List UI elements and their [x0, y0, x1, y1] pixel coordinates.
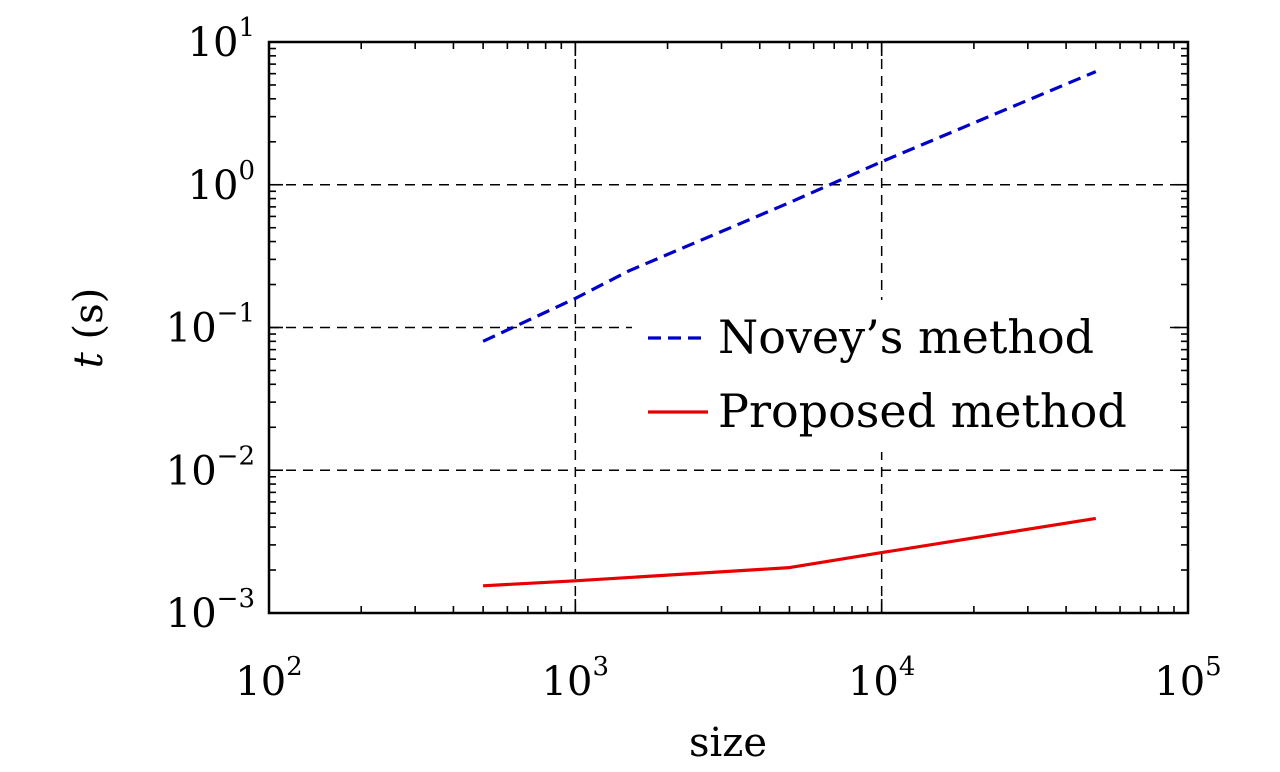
x-tick-labels: 102 103 104 105	[235, 652, 1221, 705]
legend-label-1: Novey’s method	[718, 310, 1094, 364]
legend-label-2: Proposed method	[718, 384, 1127, 438]
y-tick-label: 10−1	[166, 299, 255, 352]
y-tick-label-exponent: −3	[217, 584, 255, 614]
x-tick-label: 104	[848, 652, 915, 705]
x-tick-label: 103	[542, 652, 609, 705]
y-tick-label: 101	[188, 13, 255, 66]
y-tick-label-base: 10	[166, 306, 217, 352]
x-tick-label-base: 10	[542, 659, 593, 705]
x-tick-label-exponent: 2	[286, 652, 303, 682]
x-tick-label-exponent: 5	[1205, 652, 1222, 682]
y-tick-label: 100	[188, 156, 255, 209]
x-tick-label-exponent: 4	[899, 652, 916, 682]
y-axis-label-symbol: t	[66, 351, 112, 368]
y-axis-label-unit: (s)	[66, 288, 112, 352]
y-tick-label-exponent: −1	[217, 299, 255, 329]
x-axis-label: size	[689, 720, 767, 766]
y-axis-label: t (s)	[66, 288, 112, 369]
x-tick-label: 102	[235, 652, 302, 705]
series-line-2	[483, 516, 1097, 588]
y-tick-label-base: 10	[188, 163, 239, 209]
x-tick-label-base: 10	[848, 659, 899, 705]
series-lines	[482, 70, 1097, 588]
x-tick-label-base: 10	[235, 659, 286, 705]
y-tick-label-base: 10	[166, 448, 217, 494]
legend: Novey’s method Proposed method	[648, 310, 1127, 438]
y-tick-label: 10−3	[166, 584, 255, 637]
y-tick-label-base: 10	[166, 591, 217, 637]
y-tick-label: 10−2	[166, 441, 255, 494]
legend-background	[632, 300, 1170, 452]
series-line-1	[482, 70, 1097, 343]
y-tick-label-exponent: −2	[217, 441, 255, 471]
plot-frame	[267, 40, 1190, 615]
y-tick-label-exponent: 1	[238, 13, 255, 43]
x-tick-label: 105	[1154, 652, 1221, 705]
x-tick-label-base: 10	[1154, 659, 1205, 705]
y-tick-label-exponent: 0	[238, 156, 255, 186]
y-tick-label-base: 10	[188, 20, 239, 66]
x-tick-label-exponent: 3	[593, 652, 610, 682]
